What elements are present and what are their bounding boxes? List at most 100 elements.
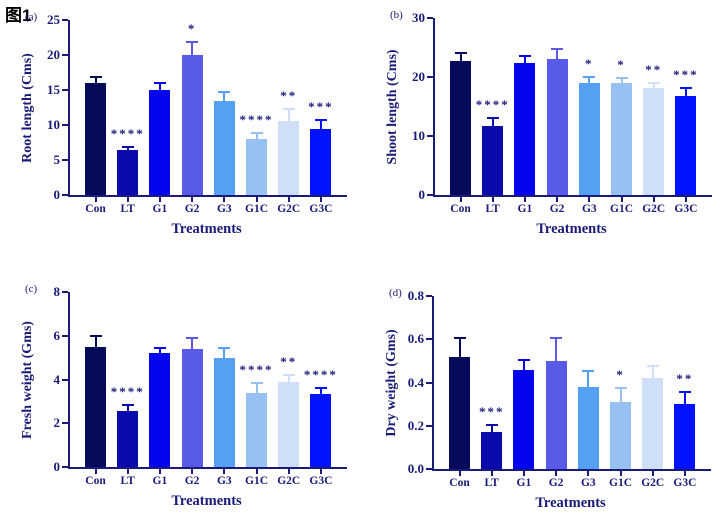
category-label: LT [485,203,500,215]
significance-stars: ** [645,62,663,78]
category-label: G1C [610,203,633,215]
category-label: Con [85,475,106,487]
y-tick [62,194,68,196]
category-label: G3 [216,203,232,215]
x-tick [652,197,655,202]
x-tick [319,197,322,202]
bar-LT [117,149,139,195]
y-tick-label: 5 [53,152,61,167]
error-bar-stem [223,90,226,102]
y-tick [426,424,432,427]
panel-letter-a: (a) [25,11,38,23]
y-tick-label: 25 [47,12,60,27]
x-tick [223,197,226,202]
y-tick-label: 0.4 [407,374,424,390]
y-tick [426,468,432,470]
bar-G1C [246,392,267,467]
y-tick-label: 8 [53,284,61,299]
significance-stars: ** [280,353,298,369]
x-tick [255,197,258,202]
error-bar-stem [191,337,194,349]
x-tick [683,471,686,476]
x-axis-label-c: Treatments [171,493,242,509]
bar-G3 [213,101,235,195]
category-label: Con [450,203,471,215]
error-bar-cap [89,76,102,78]
y-tick-label: 0 [53,187,61,202]
error-bar-cap [615,77,628,79]
error-bar-stem [94,334,97,347]
bar-G2C [278,120,300,195]
category-label: G3C [309,203,333,215]
bar-G3 [578,82,600,195]
y-tick-label: 10 [47,117,60,132]
error-bar-stem [287,108,290,121]
panel-letter-c: (c) [25,283,38,295]
category-label: G1C [609,477,632,489]
significance-stars: **** [239,361,274,377]
category-label: Con [449,477,470,489]
error-bar-cap [121,403,134,406]
category-label: G3 [581,203,597,215]
error-bar-stem [287,373,290,382]
y-tick [427,76,433,78]
significance-stars: **** [303,367,338,383]
error-bar-cap [282,108,295,111]
bar-LT [117,411,139,467]
error-bar-cap [250,132,263,134]
category-label: G1C [245,203,268,215]
x-tick [191,469,194,474]
error-bar-cap [647,82,660,85]
error-bar-stem [555,337,558,361]
y-tick-label: 15 [47,82,60,97]
y-axis-label-b: Shoot length (Cms) [385,48,400,165]
bar-G3C [310,393,332,467]
error-bar-stem [158,82,161,90]
error-bar-stem [255,132,258,139]
error-bar-cap [646,365,659,368]
x-tick [94,197,97,202]
x-tick [126,469,129,474]
bar-G1 [513,369,535,469]
category-label: LT [484,477,499,489]
x-tick [191,197,194,202]
error-bar-stem [255,381,258,393]
plot-area-c: 0 2 4 6 8 Con **** LT G1 G2 G3 **** G1C ** G2C **** G3C [54,284,347,487]
error-bar-cap [250,381,263,384]
chart-panel-b: (b) Shoot length (Cms) Treatments 0 10 20 3… [360,0,721,250]
x-tick [223,469,226,474]
x-tick [287,197,290,202]
plot-area-b: 0 10 20 30 Con **** LT G1 G2 * G3 * G1C ** G2C *** G3C [412,10,712,215]
significance-stars: ** [676,371,694,387]
x-tick [255,469,258,474]
y-tick [62,378,68,381]
error-bar-cap [486,116,499,119]
error-bar-cap [153,82,166,85]
bar-Con [449,356,470,469]
category-label: G2C [641,477,665,489]
y-tick-label: 4 [53,371,61,387]
bar-G1C [610,401,631,469]
error-bar-stem [158,347,161,354]
error-bar-stem [587,369,590,387]
y-tick-label: 20 [412,69,425,84]
y-tick-label: 0.2 [407,417,424,433]
bar-Con [85,83,106,195]
y-tick [62,89,68,91]
error-bar-cap [583,76,596,79]
figure-title: 图1 [5,6,32,25]
error-bar-stem [491,116,494,126]
bar-G2C [642,378,664,469]
error-bar-stem [458,337,461,357]
y-tick [62,124,68,126]
x-tick [94,469,97,474]
category-label: G1 [152,203,168,215]
error-bar-stem [588,76,591,83]
bar-G3C [674,404,696,469]
category-label: G3C [673,477,697,489]
y-axis-label-a: Root length (Cms) [20,52,35,163]
x-tick [287,469,290,474]
significance-stars: * [187,21,197,36]
x-tick [555,471,558,476]
